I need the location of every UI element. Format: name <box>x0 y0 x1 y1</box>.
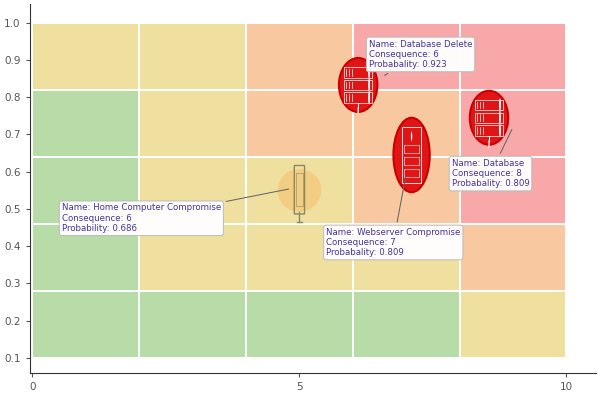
Bar <box>344 67 372 78</box>
Bar <box>32 291 139 358</box>
Circle shape <box>411 131 412 141</box>
Bar <box>404 145 419 153</box>
Bar <box>353 23 460 90</box>
Text: Name: Database Delete
Consequence: 6
Probabality: 0.923: Name: Database Delete Consequence: 6 Pro… <box>369 40 472 75</box>
Bar <box>246 291 353 358</box>
Ellipse shape <box>339 58 377 112</box>
Circle shape <box>368 66 370 79</box>
Bar <box>296 173 303 206</box>
Bar <box>139 157 246 224</box>
Bar <box>246 90 353 157</box>
Bar <box>32 90 139 157</box>
Bar <box>475 125 503 135</box>
Bar <box>404 169 419 177</box>
Text: Name: Database
Consequence: 8
Probabality: 0.809: Name: Database Consequence: 8 Probabalit… <box>452 129 529 188</box>
Bar <box>246 224 353 291</box>
Bar <box>460 90 566 157</box>
Bar <box>344 80 372 90</box>
Circle shape <box>358 107 359 116</box>
Circle shape <box>368 78 370 91</box>
Bar <box>402 127 421 183</box>
Circle shape <box>499 111 501 124</box>
Bar <box>460 291 566 358</box>
Circle shape <box>488 139 490 148</box>
Bar <box>139 291 246 358</box>
Ellipse shape <box>278 169 322 212</box>
Bar <box>32 23 139 90</box>
Circle shape <box>499 124 501 137</box>
Bar <box>475 112 503 123</box>
Ellipse shape <box>470 91 508 145</box>
Bar <box>353 291 460 358</box>
Bar <box>139 224 246 291</box>
Bar <box>404 157 419 165</box>
Bar <box>139 23 246 90</box>
Bar <box>353 224 460 291</box>
Bar <box>32 224 139 291</box>
Bar <box>475 100 503 110</box>
Bar <box>32 157 139 224</box>
Ellipse shape <box>394 118 430 192</box>
Text: Name: Home Computer Compromise
Consequence: 6
Probability: 0.686: Name: Home Computer Compromise Consequen… <box>62 189 289 233</box>
Bar <box>246 157 353 224</box>
Bar <box>460 224 566 291</box>
Bar <box>460 157 566 224</box>
Bar <box>353 157 460 224</box>
Bar <box>246 23 353 90</box>
Circle shape <box>499 98 501 112</box>
Circle shape <box>368 91 370 104</box>
Bar <box>460 23 566 90</box>
Bar <box>353 90 460 157</box>
Bar <box>344 92 372 103</box>
Bar <box>139 90 246 157</box>
Text: Name: Webserver Compromise
Consequence: 7
Probabality: 0.809: Name: Webserver Compromise Consequence: … <box>326 176 460 257</box>
